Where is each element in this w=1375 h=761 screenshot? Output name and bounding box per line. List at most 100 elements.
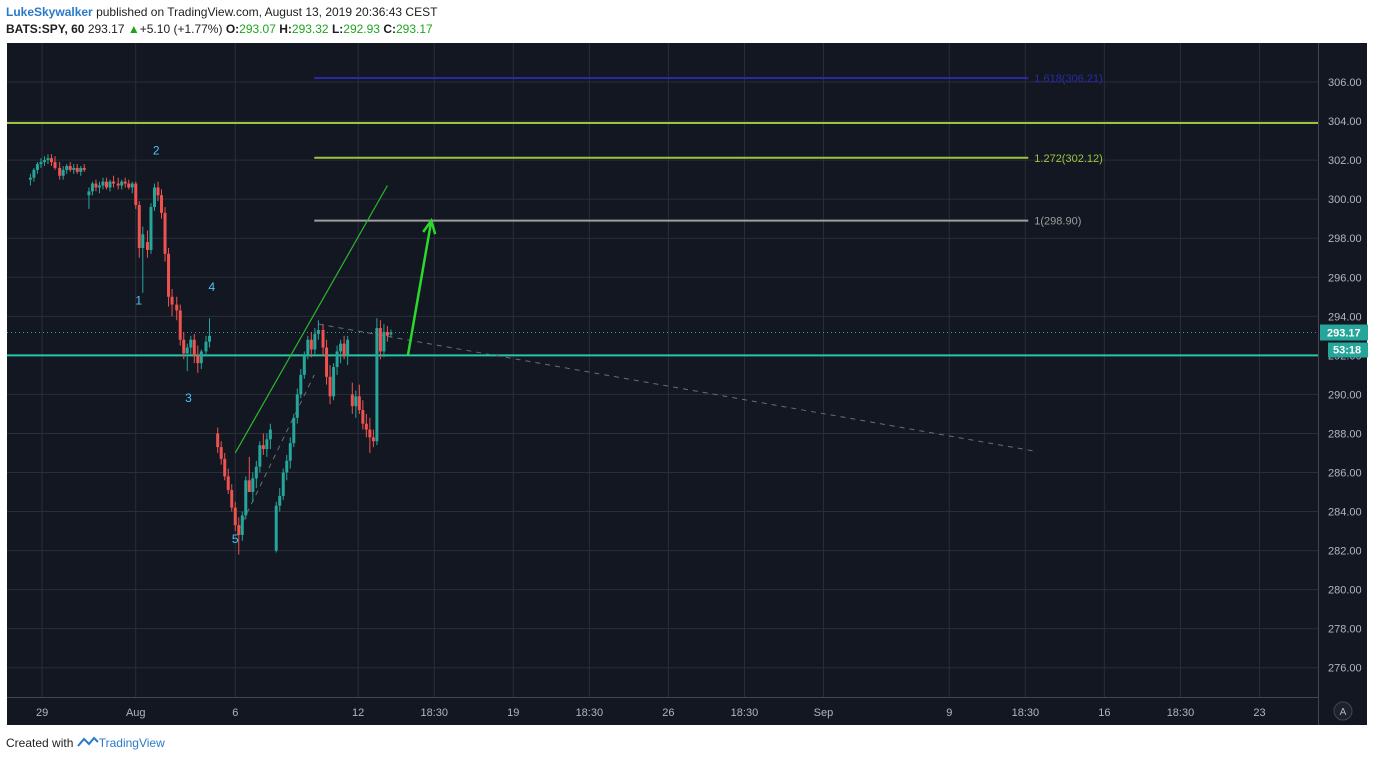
price-tick-label: 290.00 bbox=[1328, 389, 1362, 401]
up-candle bbox=[97, 181, 101, 194]
candle-body bbox=[357, 396, 361, 411]
up-candle bbox=[285, 454, 289, 481]
up-candle bbox=[65, 164, 69, 174]
up-candle bbox=[108, 179, 112, 192]
candle-body bbox=[254, 466, 258, 479]
down-candle bbox=[247, 456, 251, 493]
candle-body bbox=[104, 181, 108, 188]
down-candle bbox=[216, 427, 220, 453]
candle-body bbox=[219, 447, 223, 459]
candle-body bbox=[328, 376, 332, 397]
high-label: H: bbox=[279, 22, 292, 36]
down-candle bbox=[94, 179, 98, 192]
candle-body bbox=[325, 347, 329, 377]
time-tick-label: 18:30 bbox=[420, 707, 448, 719]
footer: Created with TradingView bbox=[6, 736, 165, 750]
candle-body bbox=[185, 347, 189, 354]
down-candle bbox=[226, 468, 230, 494]
author-link[interactable]: LukeSkywalker bbox=[6, 5, 93, 19]
wave-label: 2 bbox=[153, 143, 160, 157]
candle-body bbox=[72, 167, 76, 170]
candle-body bbox=[389, 332, 393, 335]
down-candle bbox=[160, 189, 164, 219]
price-tick-label: 280.00 bbox=[1328, 585, 1362, 597]
candle-body bbox=[130, 183, 134, 188]
up-candle bbox=[281, 468, 285, 500]
candle-body bbox=[244, 480, 248, 516]
down-candle bbox=[137, 201, 141, 258]
down-candle bbox=[175, 296, 179, 321]
candle-body bbox=[152, 187, 156, 207]
price-tick-label: 302.00 bbox=[1328, 155, 1362, 167]
down-candle bbox=[261, 433, 265, 455]
candle-body bbox=[170, 296, 174, 305]
down-candle bbox=[156, 181, 160, 202]
target-arrow-line bbox=[406, 220, 433, 356]
price-tick-label: 306.00 bbox=[1328, 77, 1362, 89]
up-candle bbox=[258, 441, 262, 473]
candle-body bbox=[75, 167, 79, 172]
up-candle bbox=[288, 437, 292, 469]
open-label: O: bbox=[225, 22, 240, 36]
price-tick-label: 296.00 bbox=[1328, 272, 1362, 284]
time-tick-label: 29 bbox=[36, 707, 48, 719]
candle-body bbox=[375, 328, 379, 442]
candle-body bbox=[313, 333, 317, 350]
candle-body bbox=[309, 339, 313, 350]
current-price-tag-label: 293.17 bbox=[1327, 328, 1361, 340]
candle-body bbox=[134, 183, 138, 206]
low-value: 292.93 bbox=[343, 22, 380, 36]
down-candle bbox=[68, 162, 72, 172]
price-tick-label: 276.00 bbox=[1328, 663, 1362, 675]
fib-1-label: 1(298.90) bbox=[1034, 216, 1081, 228]
candle-body bbox=[160, 195, 164, 213]
up-candle bbox=[42, 156, 46, 166]
time-tick-label: 18:30 bbox=[576, 707, 604, 719]
down-candle bbox=[178, 304, 182, 346]
countdown-tag-label: 53:18 bbox=[1333, 345, 1361, 357]
candle-body bbox=[295, 394, 299, 418]
up-candle bbox=[375, 318, 379, 446]
time-axis-background bbox=[7, 697, 1318, 725]
candle-body bbox=[97, 185, 101, 188]
down-candle bbox=[325, 339, 329, 385]
candle-body bbox=[32, 169, 36, 178]
candle-body bbox=[94, 183, 98, 188]
up-candle bbox=[130, 181, 134, 194]
dashed-trend-line bbox=[318, 323, 1035, 452]
up-candle bbox=[120, 179, 124, 190]
candle-body bbox=[182, 339, 186, 354]
time-tick-label: Aug bbox=[126, 707, 146, 719]
down-candle bbox=[230, 484, 234, 512]
down-candle bbox=[127, 179, 131, 190]
down-candle bbox=[223, 452, 227, 481]
candle-body bbox=[163, 212, 167, 254]
price-tick-label: 284.00 bbox=[1328, 507, 1362, 519]
up-candle bbox=[306, 335, 310, 360]
candle-body bbox=[361, 410, 365, 424]
time-tick-label: 18:30 bbox=[1012, 707, 1040, 719]
countdown-tag bbox=[1328, 342, 1368, 358]
down-candle bbox=[123, 177, 127, 188]
candle-body bbox=[28, 177, 32, 180]
candle-body bbox=[101, 181, 105, 186]
price-tick-label: 286.00 bbox=[1328, 467, 1362, 479]
tradingview-brand[interactable]: TradingView bbox=[98, 736, 165, 750]
up-candle bbox=[90, 181, 94, 196]
dashed-channel-line bbox=[237, 374, 315, 532]
symbol-info: BATS:SPY, 60 293.17 ▲+5.10 (+1.77%) O:29… bbox=[6, 22, 433, 36]
down-candle bbox=[237, 517, 241, 555]
candle-body bbox=[145, 242, 149, 250]
candle-body bbox=[87, 191, 91, 196]
current-price-tag bbox=[1320, 324, 1368, 341]
up-candle bbox=[240, 511, 244, 541]
time-tick-label: 23 bbox=[1253, 707, 1265, 719]
candle-body bbox=[265, 439, 269, 450]
up-candle bbox=[278, 488, 282, 512]
down-candle bbox=[112, 175, 116, 188]
candle-body bbox=[216, 433, 220, 448]
time-tick-label: 16 bbox=[1098, 707, 1110, 719]
down-candle bbox=[364, 413, 368, 438]
up-candle bbox=[244, 476, 248, 520]
